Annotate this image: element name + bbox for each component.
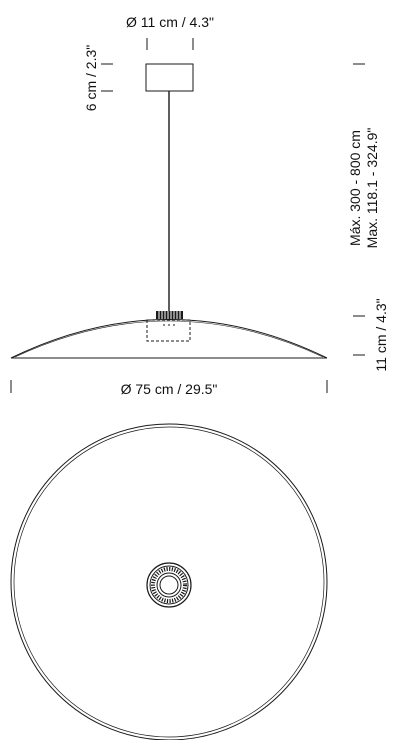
shade-profile <box>10 319 328 359</box>
canopy-diameter-label: Ø 11 cm / 4.3" <box>126 14 214 30</box>
shade-outer-circle <box>10 423 328 740</box>
hidden-socket-outline <box>146 319 191 342</box>
ceiling-canopy <box>145 63 194 92</box>
lamp-holder <box>156 311 183 319</box>
cable-length-label-es: Máx. 300 - 800 cm <box>347 130 363 246</box>
plan-view <box>10 423 328 740</box>
shade-inner-circle <box>13 426 325 738</box>
lamp-holder-outer-ring <box>146 562 192 608</box>
lamp-holder-ring-3 <box>156 572 182 598</box>
cable-length-label-en: Max. 118.1 - 324.9" <box>364 128 380 249</box>
shade-profile-inner <box>14 320 324 358</box>
side-view: Ø 11 cm / 4.3" 6 cm / 2.3" Máx. 300 - 80… <box>10 14 389 397</box>
lamp-holder-center <box>159 575 179 595</box>
lamp-holder-ribs <box>158 311 181 319</box>
shade-height-label: 11 cm / 4.3" <box>373 298 389 371</box>
shade-diameter-label: Ø 75 cm / 29.5" <box>121 381 218 397</box>
lamp-holder-ribs-disc <box>151 567 187 603</box>
canopy-height-label: 6 cm / 2.3" <box>83 45 99 111</box>
lamp-holder-ring-2 <box>149 565 189 605</box>
